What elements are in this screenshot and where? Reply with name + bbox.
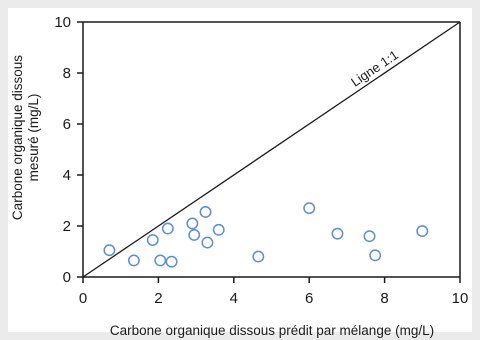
data-point [161, 222, 174, 235]
x-tick-label: 0 [79, 290, 87, 307]
x-tick-label: 2 [154, 290, 162, 307]
data-point [103, 244, 116, 257]
y-axis-title-line-1: Carbone organique dissous [10, 55, 25, 220]
x-tick-label: 4 [230, 290, 238, 307]
y-tick-label: 10 [54, 14, 71, 31]
data-points [103, 202, 429, 268]
y-tick-label: 6 [63, 116, 71, 133]
y-tick-label: 8 [63, 65, 71, 82]
data-point [363, 230, 376, 243]
chart-background [8, 8, 472, 332]
axis-ticks: 0 2 4 6 8 10 0 2 4 6 8 10 [54, 14, 468, 307]
x-tick-label: 10 [452, 290, 469, 307]
data-point [188, 228, 201, 241]
x-tick-label: 8 [380, 290, 388, 307]
data-point [212, 223, 225, 236]
y-tick-label: 2 [63, 218, 71, 235]
data-point [146, 234, 159, 246]
data-point [331, 227, 344, 240]
data-point [186, 217, 199, 230]
data-point [127, 254, 140, 267]
y-tick-label: 4 [63, 167, 71, 184]
data-point [303, 202, 316, 215]
data-point [201, 236, 214, 249]
y-tick-label: 0 [63, 269, 71, 286]
y-axis-title-line-2: mesuré (mg/L) [26, 94, 41, 182]
data-point [199, 206, 212, 218]
x-tick-label: 6 [305, 290, 313, 307]
data-point [154, 254, 167, 267]
one-to-one-line [82, 21, 461, 278]
data-point [369, 249, 382, 262]
data-point [165, 255, 178, 268]
data-point [252, 250, 265, 263]
data-point [416, 225, 429, 238]
x-axis-title: Carbone organique dissous prédit par mél… [110, 323, 434, 338]
